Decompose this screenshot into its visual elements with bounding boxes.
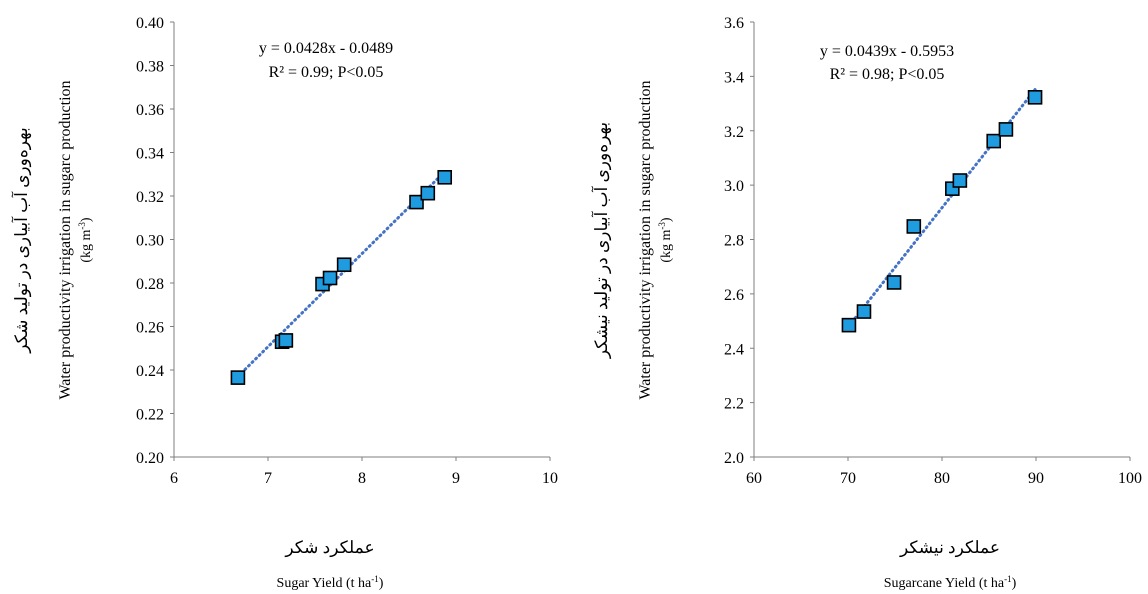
data-point <box>886 275 902 290</box>
y-tick-label: 0.36 <box>136 102 164 119</box>
left-y-axis-label-english: Water productivity irrigation in sugarc … <box>57 80 74 399</box>
data-point <box>986 133 1002 149</box>
y-tick-label: 0.38 <box>136 59 164 76</box>
x-tick-label: 6 <box>170 470 178 487</box>
right-x-tick-labels: 60 70 80 90 100 <box>746 457 1142 487</box>
y-tick-label: 0.30 <box>136 233 164 250</box>
right-y-tick-labels: 2.0 2.2 2.4 2.6 2.8 3.0 3.2 3.4 3.6 <box>724 15 754 467</box>
left-axes <box>173 22 550 458</box>
left-y-axis-label-persian: بهره‌وری آب آبیاری در تولید شکر <box>10 127 32 353</box>
y-tick-label: 3.0 <box>724 178 744 195</box>
data-point <box>1027 90 1043 105</box>
y-tick-label: 2.8 <box>724 233 744 250</box>
y-tick-label: 0.40 <box>136 15 164 32</box>
y-tick-label: 0.34 <box>136 146 164 163</box>
x-tick-label: 9 <box>452 470 460 487</box>
x-tick-label: 60 <box>746 470 762 487</box>
x-tick-label: 100 <box>1118 470 1142 487</box>
y-tick-label: 2.6 <box>724 287 744 304</box>
left-y-tick-labels: 0.20 0.22 0.24 0.26 0.28 0.30 0.32 0.34 0.36 0.38… <box>136 15 174 467</box>
x-tick-label: 70 <box>840 470 856 487</box>
y-tick-label: 0.26 <box>136 320 164 337</box>
left-y-axis-unit: (kg m-3) <box>77 217 94 263</box>
y-tick-label: 0.32 <box>136 189 164 206</box>
y-tick-label: 3.2 <box>724 124 744 141</box>
sugar-yield-chart: 0.20 0.22 0.24 0.26 0.28 0.30 0.32 0.34 0.36 0.38… <box>10 15 558 591</box>
x-tick-label: 7 <box>264 470 272 487</box>
y-tick-label: 0.28 <box>136 276 164 293</box>
y-tick-label: 2.0 <box>724 450 744 467</box>
trendline <box>236 170 447 379</box>
x-tick-label: 80 <box>934 470 950 487</box>
left-x-tick-labels: 6 7 8 9 10 <box>170 457 558 487</box>
y-tick-label: 0.24 <box>136 363 164 380</box>
right-y-axis-label-persian: بهره‌وری آب آبیاری در تولید نیشکر <box>590 122 612 359</box>
right-x-axis-label-persian: عملکرد نیشکر <box>899 538 1000 558</box>
sugarcane-yield-chart: 2.02.22.42.62.83.03.23.43.6 60 70 80 90 100 … <box>590 15 1142 591</box>
left-x-axis-label-persian: عملکرد شکر <box>284 538 374 558</box>
y-tick-label: 2.4 <box>724 341 744 358</box>
y-tick-label: 0.22 <box>136 407 164 424</box>
data-point <box>409 194 424 210</box>
y-tick-label: 3.4 <box>724 69 744 86</box>
right-data-points <box>841 90 1043 333</box>
left-x-axis-label-english: Sugar Yield (t ha-1) <box>277 574 384 591</box>
left-data-points <box>230 169 453 385</box>
data-point <box>437 169 453 185</box>
right-regression-equation: y = 0.0439x - 0.5953 <box>820 43 954 60</box>
right-axes <box>753 22 1130 458</box>
data-point <box>278 333 294 348</box>
right-y-axis-unit: (kg m-3) <box>657 217 674 263</box>
right-x-axis-label-english: Sugarcane Yield (t ha-1) <box>884 574 1017 591</box>
left-regression-equation: y = 0.0428x - 0.0489 <box>259 40 393 57</box>
left-trendline <box>236 170 447 379</box>
x-tick-label: 10 <box>542 470 558 487</box>
data-point <box>420 185 436 201</box>
left-regression-stats: R² = 0.99; P<0.05 <box>269 64 384 81</box>
data-point <box>322 270 338 286</box>
y-tick-label: 3.6 <box>724 15 744 32</box>
data-point <box>906 219 922 234</box>
x-tick-label: 90 <box>1028 470 1044 487</box>
data-point <box>841 317 857 333</box>
data-point <box>952 173 968 188</box>
x-tick-label: 8 <box>358 470 366 487</box>
data-point <box>230 370 246 385</box>
data-point <box>856 304 872 319</box>
data-point <box>998 122 1014 137</box>
right-y-axis-label-english: Water productivity irrigation in sugarc … <box>637 80 654 399</box>
right-regression-stats: R² = 0.98; P<0.05 <box>830 66 945 83</box>
y-tick-label: 2.2 <box>724 396 744 413</box>
y-tick-label: 0.20 <box>136 450 164 467</box>
data-point <box>336 257 352 273</box>
